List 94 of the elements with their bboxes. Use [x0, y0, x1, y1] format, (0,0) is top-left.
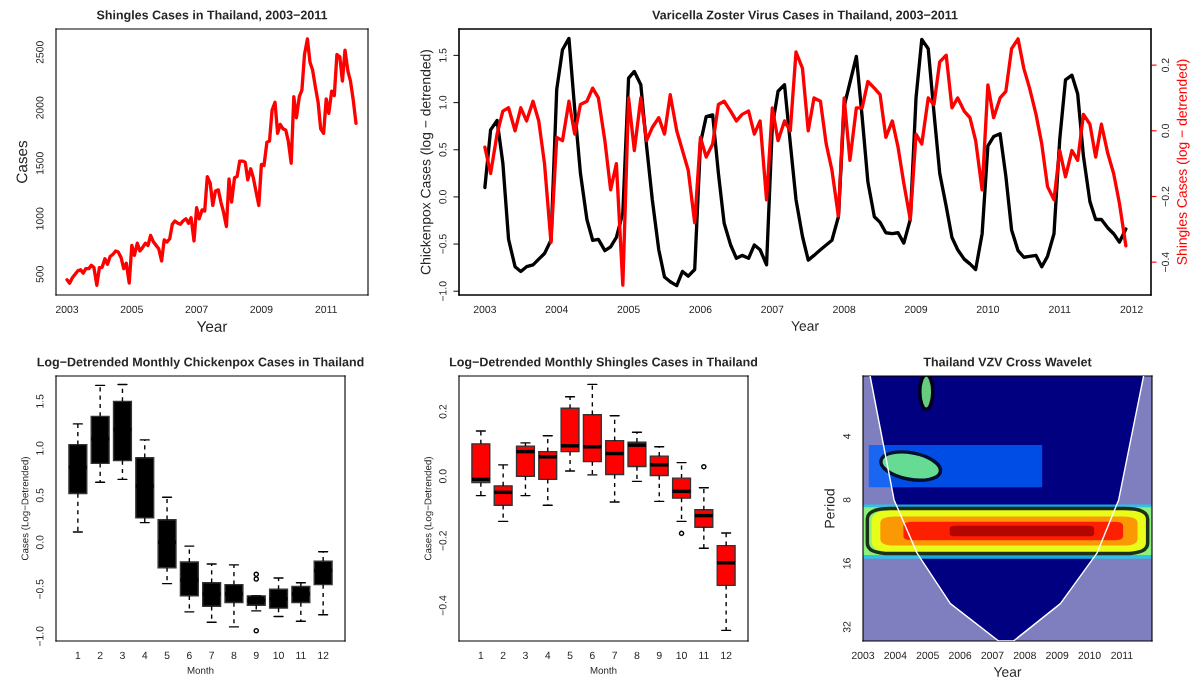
y2-axis-title: Shingles Cases (log − detrended) [1176, 59, 1190, 265]
x-tick-label: 6 [186, 651, 192, 660]
x-tick-label: 2007 [761, 305, 784, 314]
y-tick-label: 1500 [36, 152, 44, 175]
x-tick-label: 2004 [884, 651, 907, 660]
x-tick-label: 7 [209, 651, 215, 659]
x-tick-label: 4 [545, 651, 551, 659]
y-tick-label: 16 [843, 558, 851, 569]
y-tick-label: −0.4 [439, 595, 447, 616]
y-tick-label: 0.5 [36, 488, 44, 503]
y-tick-label: 1.0 [36, 441, 44, 455]
y-axis-title: Cases [16, 140, 28, 183]
line-series [65, 37, 358, 288]
x-tick-label: 2003 [55, 305, 79, 314]
x-tick-label: 2008 [1013, 651, 1036, 660]
y-tick-label: 0.0 [36, 535, 44, 550]
x-tick-label: 2009 [250, 305, 273, 314]
chart-title: Shingles Cases in Thailand, 2003−2011 [96, 10, 328, 22]
x-tick-label: 2008 [833, 305, 856, 314]
x-tick-label: 2010 [976, 305, 1000, 314]
x-tick-label: 10 [273, 651, 284, 660]
y-tick-label: 0.2 [439, 404, 447, 419]
x-tick-label: 2 [97, 651, 103, 659]
y2-tick-label: 0.0 [1161, 123, 1170, 138]
x-tick-label: 2009 [904, 305, 928, 314]
y-tick-label: 0.5 [439, 142, 447, 157]
y-tick-label: 32 [843, 621, 851, 633]
x-tick-label: 3 [119, 651, 125, 660]
y-tick-label: 2500 [36, 41, 44, 64]
x-tick-label: 9 [656, 651, 662, 660]
x-tick-label: 7 [612, 651, 618, 659]
y-tick-label: 1.5 [36, 394, 44, 408]
y-tick-label: −0.2 [439, 531, 447, 551]
x-tick-label: 2011 [1049, 305, 1071, 314]
y-axis-title: Cases (Log−Detrended) [21, 457, 31, 561]
y-tick-label: −1.0 [36, 626, 44, 647]
y-axis-title: Period [824, 489, 835, 528]
x-axis-title: Year [993, 667, 1022, 677]
x-tick-label: 2011 [1111, 651, 1133, 660]
x-axis-title: Year [791, 321, 819, 331]
x-tick-label: 2006 [949, 651, 972, 660]
x-tick-label: 2003 [473, 305, 496, 314]
x-tick-label: 12 [318, 651, 329, 659]
x-tick-label: 12 [721, 651, 732, 659]
x-tick-label: 2011 [315, 305, 337, 314]
y-tick-label: −1.0 [439, 281, 447, 301]
x-tick-label: 5 [164, 651, 170, 660]
x-tick-label: 2007 [981, 651, 1004, 660]
x-tick-label: 2004 [545, 305, 569, 314]
y-axis-title: Cases (Log−Detrended) [424, 457, 434, 561]
x-tick-label: 6 [589, 651, 595, 660]
x-tick-label: 8 [231, 651, 237, 660]
chart-title: Varicella Zoster Virus Cases in Thailand, 2003−2011 [652, 10, 958, 22]
x-tick-label: 11 [699, 651, 709, 659]
x-tick-label: 5 [567, 651, 573, 660]
x-tick-label: 1 [75, 651, 81, 659]
y-tick-label: 2000 [36, 96, 44, 119]
x-tick-label: 11 [296, 651, 306, 659]
x-tick-label: 8 [634, 651, 640, 660]
x-tick-label: 2010 [1078, 651, 1101, 660]
x-tick-label: 1 [478, 651, 484, 659]
chart-title: Log−Detrended Monthly Chickenpox Cases in Thailand [37, 357, 364, 369]
y-tick-label: 0.0 [439, 469, 447, 484]
x-tick-label: 3 [522, 651, 528, 660]
x-tick-label: 2 [500, 651, 506, 659]
x-axis-title: Month [590, 666, 617, 674]
x-tick-label: 2007 [185, 305, 208, 314]
y-tick-label: −0.5 [439, 234, 447, 254]
y2-tick-label: 0.2 [1161, 58, 1170, 72]
x-tick-label: 2009 [1046, 651, 1069, 660]
y2-tick-label: −0.2 [1161, 186, 1170, 207]
y-tick-label: −0.5 [36, 579, 44, 600]
x-tick-label: 2005 [916, 651, 939, 660]
x-tick-label: 10 [676, 651, 687, 660]
x-tick-label: 2006 [689, 305, 712, 314]
x-tick-label: 2005 [120, 305, 143, 314]
x-tick-label: 2012 [1120, 305, 1143, 314]
y-tick-label: 1.0 [439, 95, 447, 110]
y-tick-label: 500 [36, 265, 44, 283]
y-tick-label: 4 [843, 433, 851, 440]
x-tick-label: 4 [142, 651, 148, 659]
chart-title: Log−Detrended Monthly Shingles Cases in Thailand [449, 357, 758, 369]
y-tick-label: 8 [843, 497, 851, 503]
x-axis-title: Year [196, 321, 228, 332]
x-axis-title: Month [187, 666, 214, 674]
x-tick-label: 9 [253, 651, 259, 660]
y-tick-label: 1.5 [439, 48, 447, 62]
y-tick-label: 0.0 [439, 190, 447, 204]
x-tick-label: 2003 [851, 651, 875, 660]
y-tick-label: 1000 [36, 207, 44, 230]
y-axis-title: Chickenpox Cases (log − detrended) [420, 49, 434, 275]
y2-tick-label: −0.4 [1161, 252, 1170, 272]
x-tick-label: 2005 [617, 305, 640, 314]
chart-title: Thailand VZV Cross Wavelet [923, 357, 1092, 367]
